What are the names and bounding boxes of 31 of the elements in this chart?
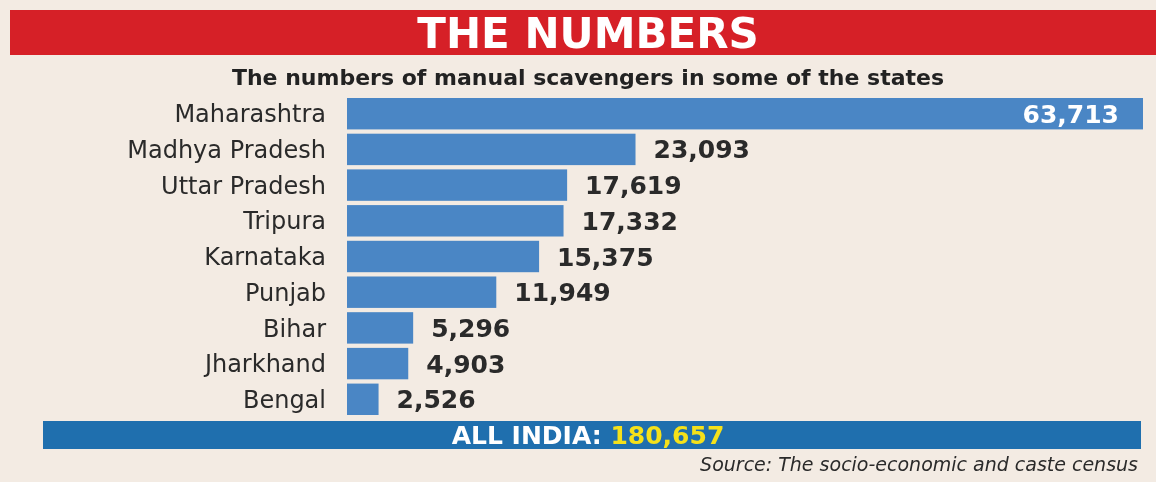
text: ALL INDIA: 180,657 [451,421,725,450]
source-note: Source: The socio-economic and caste census [700,452,1139,475]
data-label: 15,375 [557,242,654,272]
data-label: 4,903 [426,349,506,379]
bar [347,205,564,237]
data-label: 23,093 [653,135,750,165]
chart-title: THE NUMBERS [417,9,759,59]
y-tick-label: Jharkhand [202,350,326,379]
data-label: 17,619 [585,171,682,201]
y-tick-label: Tripura [242,207,326,236]
bar [347,383,379,415]
bar [347,133,636,166]
chart-subtitle: The numbers of manual scavengers in some of the states [231,64,945,90]
data-label: 2,526 [396,385,476,415]
bar [347,347,409,380]
data-label: 17,332 [581,206,679,236]
y-tick-label: Bihar [263,314,327,343]
data-label: 5,296 [431,313,511,343]
y-tick-label: Uttar Pradesh [161,171,326,200]
bar [347,240,540,273]
y-tick-label: Punjab [244,278,326,307]
y-tick-label: Madhya Pradesh [127,136,326,165]
data-label: 63,713 [1022,99,1119,129]
bar [347,169,568,201]
y-tick-label: Karnataka [204,243,326,272]
bar [347,276,497,308]
data-label: 11,949 [514,278,611,308]
y-tick-label: Maharashtra [174,100,326,129]
bar [347,98,1143,130]
y-tick-label: Bengal [242,385,326,414]
bar [347,312,414,344]
